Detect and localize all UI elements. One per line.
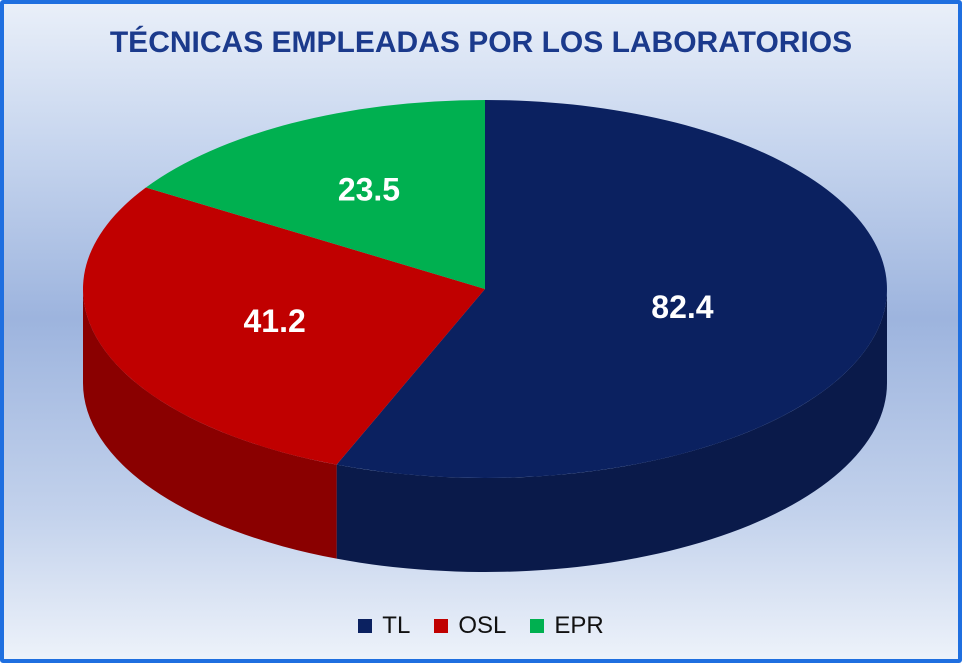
legend-label-osl: OSL <box>458 612 507 639</box>
legend-item-epr: EPR <box>530 612 604 640</box>
legend-item-tl: TL <box>358 612 410 640</box>
pie-slice-osl <box>82 187 486 465</box>
legend: TL OSL EPR <box>4 612 958 640</box>
legend-swatch-epr <box>530 619 545 633</box>
pie-side-osl <box>83 289 337 559</box>
data-label-epr: 23.5 <box>338 172 400 208</box>
data-label-osl: 41.2 <box>243 303 305 339</box>
legend-label-tl: TL <box>382 612 411 639</box>
pie-labels: 82.4 41.2 23.5 <box>243 172 713 339</box>
pie-top <box>82 100 887 479</box>
pie-slice-epr <box>145 100 485 289</box>
data-label-tl: 82.4 <box>651 289 713 325</box>
pie-slice-tl <box>336 100 887 479</box>
legend-swatch-osl <box>434 619 449 633</box>
legend-item-osl: OSL <box>434 612 506 640</box>
legend-swatch-tl <box>358 619 373 633</box>
legend-label-epr: EPR <box>554 612 604 639</box>
chart-title: TÉCNICAS EMPLEADAS POR LOS LABORATORIOS <box>109 26 853 59</box>
pie-side-tl <box>336 289 887 573</box>
pie-sides <box>83 289 887 573</box>
pie-chart: 82.4 41.2 23.5 <box>82 100 887 573</box>
